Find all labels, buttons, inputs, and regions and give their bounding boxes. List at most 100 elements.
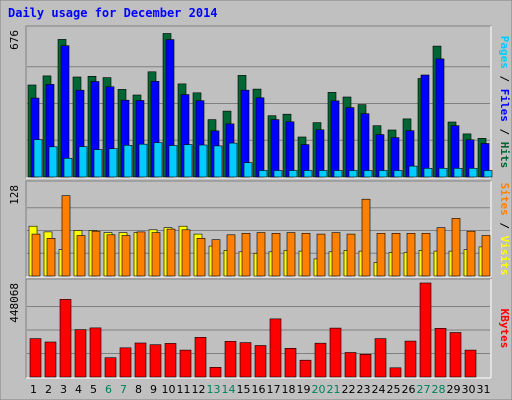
bar-files-day-16 (255, 97, 265, 178)
bar-sites-day-11 (181, 229, 191, 277)
bar-kbytes-day-28 (434, 327, 447, 378)
bar-pages-day-29 (453, 168, 463, 178)
bar-pages-day-18 (288, 170, 298, 178)
bar-kbytes-day-14 (224, 340, 237, 378)
x-tick-label: 12 (192, 383, 206, 396)
bar-kbytes-day-13 (209, 366, 222, 378)
bar-pages-day-22 (348, 170, 358, 178)
bar-pages-day-16 (258, 170, 268, 178)
bar-kbytes-day-1 (29, 338, 42, 378)
x-tick-label: 31 (477, 383, 491, 396)
x-tick-label: 6 (105, 383, 112, 396)
bar-sites-day-25 (391, 233, 401, 277)
bar-kbytes-day-9 (149, 344, 162, 378)
bar-sites-day-22 (346, 233, 356, 277)
bar-pages-day-25 (393, 170, 403, 178)
bar-kbytes-day-22 (344, 352, 357, 378)
bar-sites-day-28 (436, 227, 446, 277)
legend-entry-files: Files (498, 89, 511, 122)
x-tick-label: 7 (120, 383, 127, 396)
bar-pages-day-4 (78, 146, 88, 178)
bar-sites-day-2 (46, 238, 56, 277)
bar-sites-day-17 (271, 233, 281, 277)
legend-kbytes_panel: KBytes (498, 309, 511, 349)
bar-pages-day-28 (438, 168, 448, 178)
bar-pages-day-30 (468, 168, 478, 178)
bar-kbytes-day-7 (119, 347, 132, 378)
bar-pages-day-1 (33, 139, 43, 178)
bar-kbytes-day-6 (104, 357, 117, 378)
bar-pages-day-3 (63, 158, 73, 178)
bar-kbytes-day-15 (239, 342, 252, 378)
bar-kbytes-day-5 (89, 327, 102, 378)
bar-sites-day-14 (226, 234, 236, 277)
bar-files-day-20 (315, 129, 325, 178)
x-tick-label: 8 (135, 383, 142, 396)
x-tick-label: 13 (207, 383, 221, 396)
x-tick-label: 15 (237, 383, 251, 396)
bar-kbytes-day-29 (449, 332, 462, 378)
y-max-label: 128 (8, 185, 21, 205)
bar-kbytes-day-21 (329, 327, 342, 378)
bar-sites-day-18 (286, 232, 296, 277)
bar-pages-day-15 (243, 162, 253, 178)
bar-files-day-27 (420, 74, 430, 178)
bar-sites-day-21 (331, 232, 341, 277)
x-tick-label: 25 (387, 383, 401, 396)
x-tick-label: 22 (342, 383, 356, 396)
bar-files-day-17 (270, 119, 280, 178)
x-tick-label: 16 (252, 383, 266, 396)
kbytes_panel: 448068 KBytes (8, 278, 511, 379)
bar-pages-day-19 (303, 170, 313, 178)
x-tick-label: 1 (30, 383, 37, 396)
x-tick-label: 24 (372, 383, 386, 396)
bar-pages-day-12 (198, 144, 208, 178)
legend-visits_panel: Sites / Visits (498, 183, 511, 276)
bar-sites-day-6 (106, 234, 116, 277)
bar-pages-day-10 (168, 145, 178, 178)
hits_panel: 676 Pages / Files / Hits (8, 25, 511, 179)
x-tick-label: 27 (417, 383, 431, 396)
bar-files-day-23 (360, 113, 370, 178)
bar-sites-day-12 (196, 238, 206, 277)
bar-kbytes-day-11 (179, 349, 192, 378)
bar-sites-day-31 (481, 235, 491, 277)
bar-kbytes-day-12 (194, 336, 207, 378)
x-axis-labels: 1 2 3 4 5 6 7 8 9 10 11 12 13 14 15 16 17 18 19 20 21 22 23 24 2… (30, 383, 491, 396)
x-tick-label: 18 (282, 383, 296, 396)
x-tick-label: 21 (327, 383, 341, 396)
x-tick-label: 10 (162, 383, 176, 396)
x-tick-label: 23 (357, 383, 371, 396)
bar-pages-day-23 (363, 170, 373, 178)
bar-sites-day-26 (406, 233, 416, 277)
x-tick-label: 14 (222, 383, 236, 396)
bar-sites-day-16 (256, 232, 266, 277)
bar-pages-day-13 (213, 145, 223, 178)
bar-pages-day-9 (153, 142, 163, 178)
bar-sites-day-19 (301, 233, 311, 277)
bar-sites-day-30 (466, 230, 476, 277)
bar-kbytes-day-26 (404, 340, 417, 378)
x-tick-label: 2 (45, 383, 52, 396)
legend-separator: / (498, 122, 511, 142)
bar-pages-day-6 (108, 148, 118, 178)
bar-sites-day-5 (91, 230, 101, 277)
bar-sites-day-9 (151, 232, 161, 277)
y-max-label: 676 (8, 30, 21, 50)
bar-sites-day-29 (451, 218, 461, 277)
legend-entry-kbytes: KBytes (498, 309, 511, 349)
bar-pages-day-26 (408, 165, 418, 178)
y-max-label: 448068 (8, 283, 21, 323)
legend-separator: / (498, 216, 511, 236)
bar-sites-day-23 (361, 198, 371, 277)
x-tick-label: 9 (150, 383, 157, 396)
bar-kbytes-day-4 (74, 329, 87, 378)
bar-kbytes-day-25 (389, 367, 402, 378)
bar-kbytes-day-8 (134, 342, 147, 378)
bar-files-day-3 (60, 45, 70, 178)
bar-sites-day-20 (316, 233, 326, 277)
x-tick-label: 3 (60, 383, 67, 396)
bar-pages-day-14 (228, 142, 238, 178)
x-tick-label: 29 (447, 383, 461, 396)
